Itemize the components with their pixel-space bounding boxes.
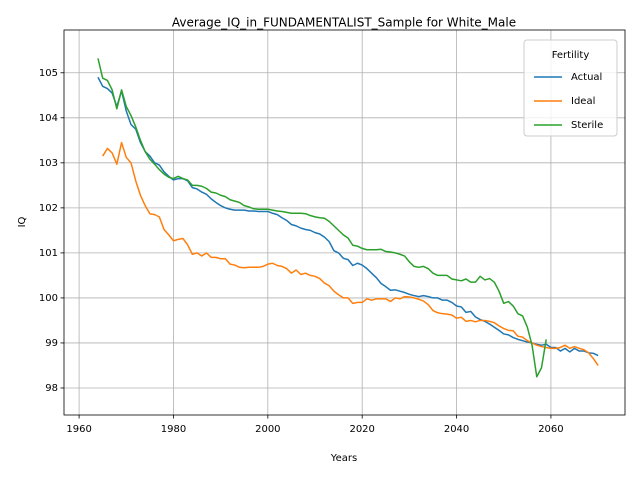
- legend-label: Ideal: [571, 96, 595, 107]
- legend-label: Sterile: [571, 120, 603, 131]
- y-tick-label: 101: [39, 248, 58, 259]
- x-tick-label: 1960: [66, 424, 91, 435]
- line-series: [102, 141, 599, 366]
- y-tick-label: 103: [39, 158, 58, 169]
- y-tick-label: 104: [39, 113, 58, 124]
- line-series: [97, 58, 547, 378]
- legend-box: [523, 39, 618, 137]
- y-tick-label: 98: [45, 383, 58, 394]
- x-tick-label: 2020: [349, 424, 374, 435]
- x-tick-label: 2060: [538, 424, 563, 435]
- x-tick-label: 2040: [444, 424, 469, 435]
- y-tick-label: 99: [45, 338, 58, 349]
- x-tick-label: 2000: [255, 424, 280, 435]
- legend-label: Actual: [571, 72, 602, 83]
- y-tick-label: 105: [39, 68, 58, 79]
- y-tick-label: 100: [39, 293, 58, 304]
- y-tick-label: 102: [39, 203, 58, 214]
- x-tick-label: 1980: [161, 424, 186, 435]
- plot-frame: [63, 29, 626, 416]
- y-axis-label: IQ: [17, 216, 28, 227]
- x-axis-label: Years: [330, 453, 357, 464]
- line-series: [97, 76, 599, 357]
- legend-title: Fertility: [552, 50, 590, 61]
- chart-title: Average_IQ_in_FUNDAMENTALIST_Sample for …: [172, 16, 516, 30]
